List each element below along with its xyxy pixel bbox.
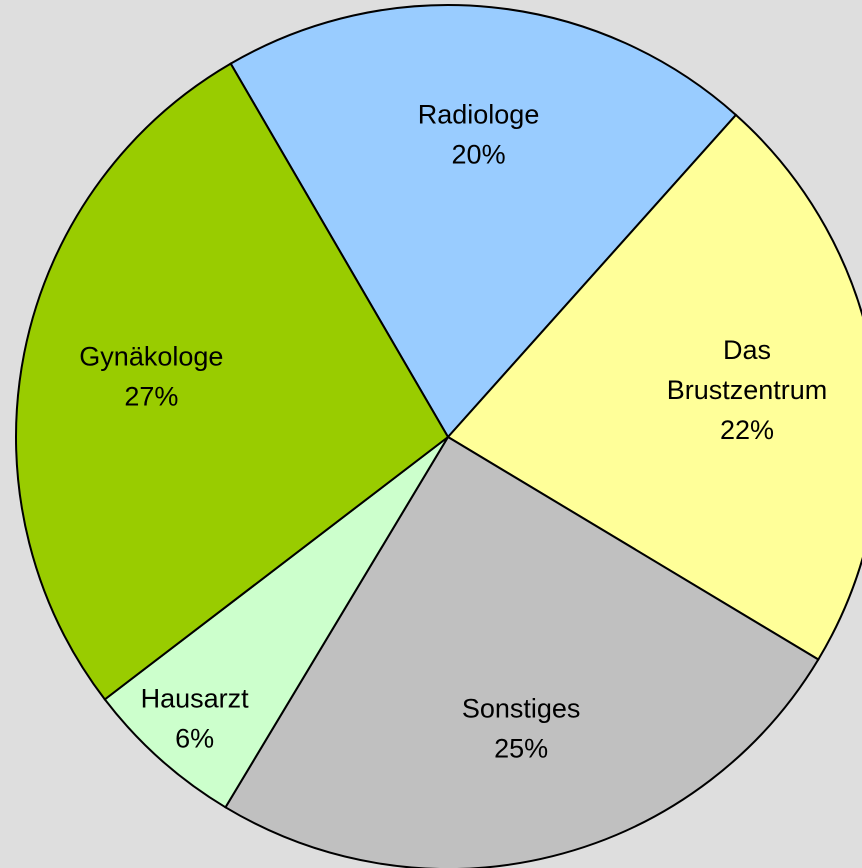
slice-label: Sonstiges: [462, 694, 581, 724]
slice-value-label: 25%: [494, 734, 548, 764]
slice-label: Das Brustzentrum: [667, 335, 828, 405]
pie-slice: [224, 435, 820, 868]
slice-label-line: Brustzentrum: [667, 375, 828, 405]
slice-label: Gynäkologe: [79, 341, 223, 371]
slice-value-label: 22%: [720, 415, 774, 445]
pie-slice: [229, 4, 738, 439]
pie-slice: [103, 436, 449, 809]
slice-value-label: 27%: [124, 381, 178, 411]
pie-slice: [446, 113, 862, 661]
pie-slice: [15, 62, 450, 701]
slice-label: Hausarzt: [141, 684, 250, 714]
slice-value-label: 20%: [452, 139, 506, 169]
slice-label-line: Das: [723, 335, 771, 365]
slice-value-label: 6%: [175, 724, 214, 754]
slice-label: Radiologe: [418, 99, 540, 129]
